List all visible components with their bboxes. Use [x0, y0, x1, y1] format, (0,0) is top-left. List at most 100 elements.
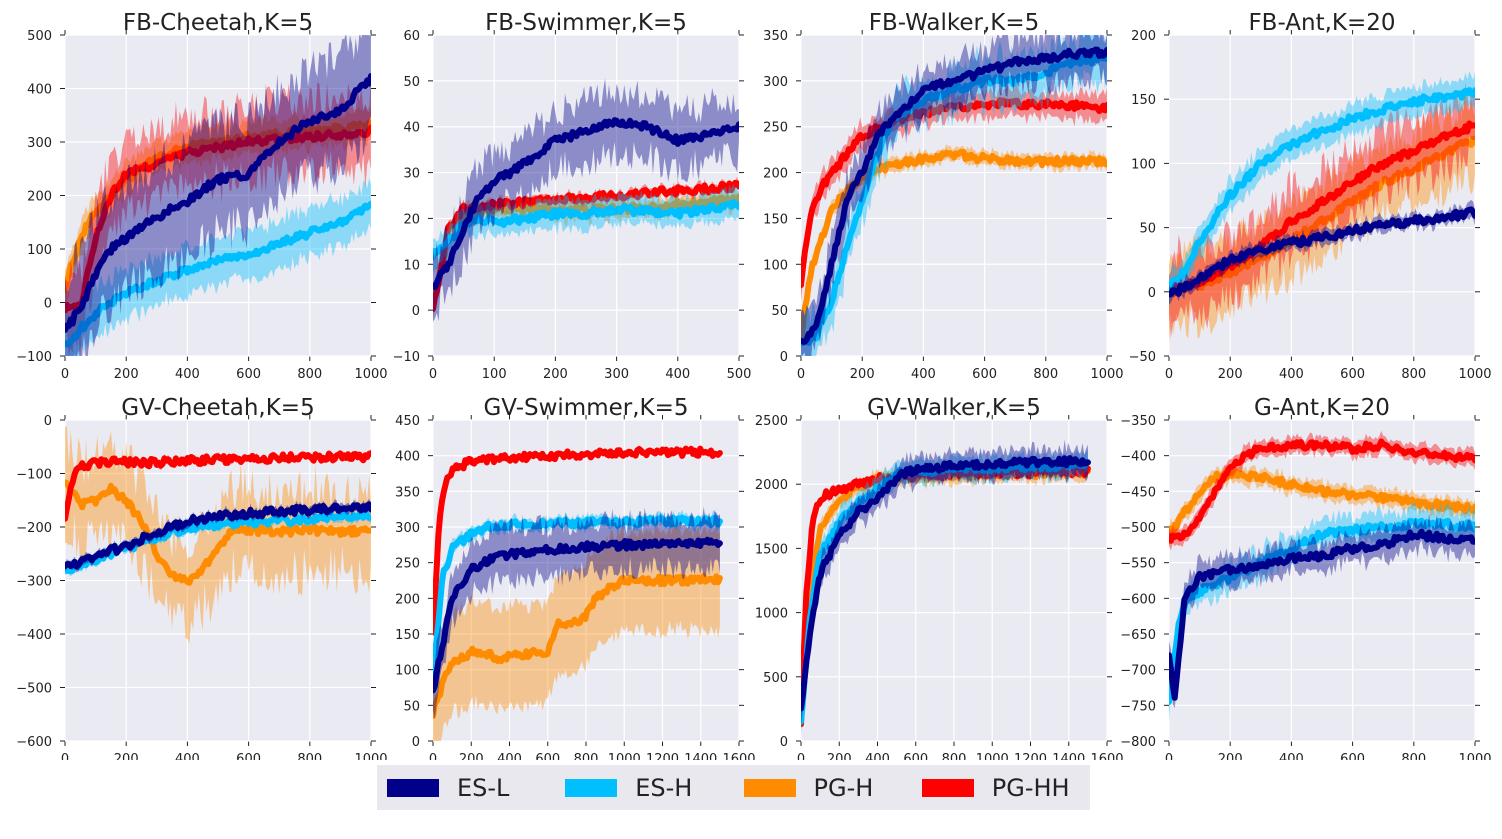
plot-area: [1169, 71, 1475, 345]
series-line-es-h: [1169, 517, 1475, 705]
y-tick-label: 0: [780, 350, 788, 365]
x-tick-label: 400: [175, 367, 200, 382]
y-tick-label: 60: [403, 29, 420, 44]
series-line-pg-hh: [801, 97, 1107, 289]
x-tick-label: 600: [236, 752, 261, 760]
y-tick-label: −400: [16, 628, 52, 643]
legend-label: PG-H: [813, 773, 874, 802]
x-tick-label: 200: [114, 752, 139, 760]
y-tick-label: −200: [16, 521, 52, 536]
y-tick-label: −100: [16, 468, 52, 483]
legend-item-pg-h: PG-H: [743, 773, 912, 802]
y-tick-label: 350: [395, 485, 420, 500]
y-tick-label: 100: [763, 258, 788, 273]
x-tick-label: 200: [850, 367, 875, 382]
x-tick-label: 1400: [684, 752, 717, 760]
x-tick-label: 1000: [1458, 367, 1491, 382]
band-es-h: [1169, 501, 1475, 722]
x-tick-label: 0: [429, 367, 437, 382]
x-tick-label: 400: [665, 367, 690, 382]
chart-panel-fb-walker-k-5: 0 200 400 600 800 1000 0 50 100 150 200 250 300 350 FB…: [763, 10, 1123, 382]
x-tick-label: 600: [903, 752, 928, 760]
series-line-es-h: [1169, 87, 1475, 294]
y-tick-label: 300: [763, 75, 788, 90]
chart-panel-gv-walker-k-5: 0 200 400 600 800 1000 1200 1400 1600 0 500 1000 150…: [755, 395, 1124, 767]
y-tick-label: 2000: [755, 478, 788, 493]
band-pg-hh: [65, 75, 371, 356]
x-tick-label: 1000: [354, 367, 387, 382]
y-tick-label: 200: [763, 167, 788, 182]
band-pg-h: [1169, 463, 1475, 548]
y-tick-label: −350: [1120, 414, 1156, 429]
x-tick-label: 0: [61, 367, 69, 382]
x-tick-label: 800: [942, 752, 967, 760]
x-tick-label: 600: [535, 752, 560, 760]
x-tick-label: 0: [61, 752, 69, 760]
band-es-l: [1169, 513, 1475, 709]
y-tick-label: 150: [763, 212, 788, 227]
legend-swatch-pg-hh: [921, 778, 974, 797]
y-tick-label: 0: [44, 297, 52, 312]
series-line-es-l: [65, 73, 371, 333]
series-line-pg-h: [433, 572, 723, 719]
y-tick-label: −500: [1120, 521, 1156, 536]
legend-label: ES-H: [635, 773, 693, 802]
x-tick-label: 1200: [646, 752, 679, 760]
plot-area: [1169, 430, 1475, 722]
x-tick-label: 200: [1218, 752, 1243, 760]
x-tick-label: 0: [429, 752, 437, 760]
legend-swatch-es-l: [387, 778, 439, 797]
chart-panel-fb-ant-k-20: 0 200 400 600 800 1000 −50 0 50 100 150 200 FB-Ant,K…: [1129, 10, 1492, 382]
y-tick-label: 2500: [755, 414, 788, 429]
chart-title: G-Ant,K=20: [1254, 395, 1390, 421]
band-pg-h: [65, 426, 371, 644]
y-tick-label: −500: [16, 682, 52, 697]
x-tick-label: 500: [727, 367, 752, 382]
y-tick-label: 200: [1131, 29, 1156, 44]
y-tick-label: 500: [27, 29, 52, 44]
y-tick-label: −100: [16, 350, 52, 365]
x-tick-label: 100: [482, 367, 507, 382]
y-tick-label: 0: [780, 735, 788, 750]
chart-panel-gv-cheetah-k-5: 0 200 400 600 800 1000 −600 −500 −400 −300 −200 −10…: [16, 395, 387, 767]
plot-area: [801, 439, 1091, 737]
x-tick-label: 600: [1340, 752, 1365, 760]
legend: ES-L ES-H PG-H PG-HH: [377, 765, 1090, 810]
y-tick-label: −550: [1120, 557, 1156, 572]
y-tick-label: 30: [403, 167, 420, 182]
chart-panel-fb-cheetah-k-5: 0 200 400 600 800 1000 −100 0 100 200 300 400 500 FB-…: [16, 10, 387, 382]
band-pg-h: [65, 105, 371, 311]
legend-label: PG-HH: [991, 773, 1070, 802]
x-tick-label: 200: [827, 752, 852, 760]
legend-item-es-l: ES-L: [387, 774, 555, 802]
x-tick-label: 800: [1401, 367, 1426, 382]
y-tick-label: 50: [403, 699, 420, 714]
y-tick-label: 250: [763, 121, 788, 136]
band-es-l: [65, 498, 371, 573]
legend-swatch-es-h: [565, 778, 618, 797]
series-line-es-l: [65, 501, 371, 570]
plot-area: [65, 426, 371, 644]
chart-title: FB-Cheetah,K=5: [123, 10, 313, 36]
x-tick-label: 0: [797, 367, 805, 382]
y-tick-label: 350: [763, 29, 788, 44]
x-tick-label: 1000: [354, 752, 387, 760]
series-line-pg-hh: [1169, 438, 1475, 544]
series-line-es-l: [1169, 206, 1475, 298]
x-tick-label: 200: [459, 752, 484, 760]
y-tick-label: 10: [403, 258, 420, 273]
x-tick-label: 1600: [1090, 752, 1123, 760]
x-tick-label: 600: [972, 367, 997, 382]
chart-title: GV-Swimmer,K=5: [483, 395, 688, 421]
band-es-h: [433, 183, 739, 274]
y-tick-label: −10: [393, 350, 420, 365]
series-line-es-h: [801, 52, 1107, 347]
plot-area: [65, 35, 371, 356]
y-tick-label: 1500: [755, 542, 788, 557]
band-es-l: [801, 35, 1107, 356]
y-tick-label: 0: [412, 304, 420, 319]
chart-panel-fb-swimmer-k-5: 0 100 200 300 400 500 −10 0 10 20 30 40 50 60 FB-Swimm…: [393, 10, 752, 382]
legend-item-pg-hh: PG-HH: [921, 773, 1090, 802]
y-tick-label: 40: [403, 121, 420, 136]
